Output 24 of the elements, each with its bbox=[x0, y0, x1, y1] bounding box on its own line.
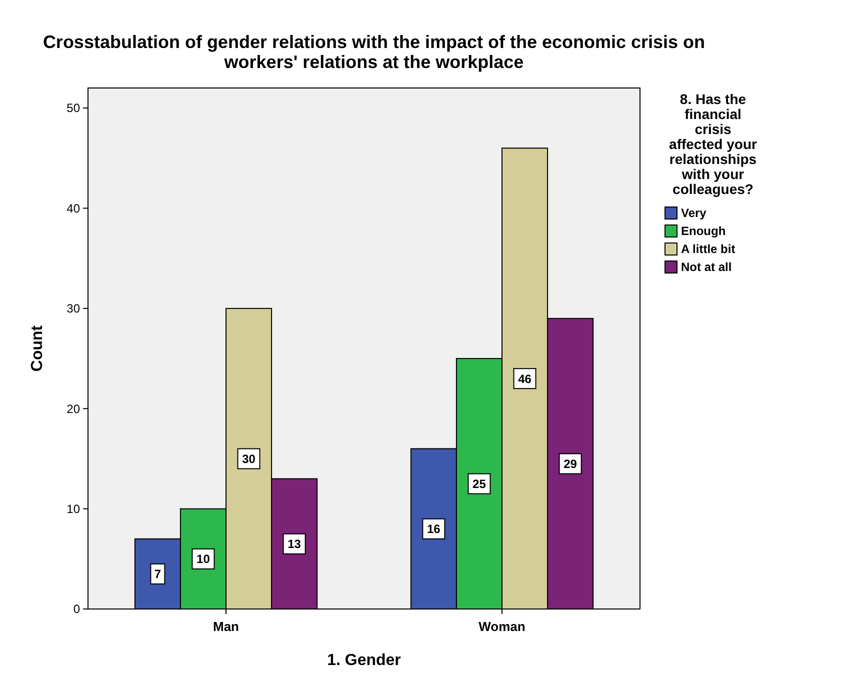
data-label: 16 bbox=[427, 522, 441, 536]
data-label: 30 bbox=[242, 452, 256, 466]
legend-label: Very bbox=[681, 206, 707, 220]
legend-title: 8. Has the financial crisis affected your relationships with your colleagues? bbox=[669, 91, 758, 197]
x-axis-title: 1. Gender bbox=[327, 652, 401, 669]
data-label: 25 bbox=[472, 476, 486, 491]
y-tick-label: 10 bbox=[66, 502, 80, 516]
legend-label: Not at all bbox=[681, 260, 732, 274]
y-tick-label: 40 bbox=[66, 201, 80, 216]
data-label: 7 bbox=[154, 567, 162, 582]
chart-title: Crosstabulation of gender relations with the impact of the economic crisis on workers' relations at the workplace bbox=[42, 32, 706, 72]
x-tick-label: Woman bbox=[478, 619, 526, 634]
y-tick-label: 20 bbox=[66, 402, 80, 416]
legend-label: A little bit bbox=[681, 242, 736, 256]
y-axis-title: Count bbox=[29, 324, 46, 372]
y-tick-label: 50 bbox=[66, 101, 80, 116]
y-tick-label: 0 bbox=[73, 602, 80, 616]
data-label: 10 bbox=[196, 552, 210, 566]
legend-label: Enough bbox=[681, 224, 726, 238]
data-label: 29 bbox=[564, 456, 578, 471]
data-label: 13 bbox=[288, 537, 302, 552]
y-tick-label: 30 bbox=[66, 302, 80, 316]
x-tick-label: Man bbox=[213, 619, 240, 634]
data-label: 46 bbox=[518, 372, 532, 386]
